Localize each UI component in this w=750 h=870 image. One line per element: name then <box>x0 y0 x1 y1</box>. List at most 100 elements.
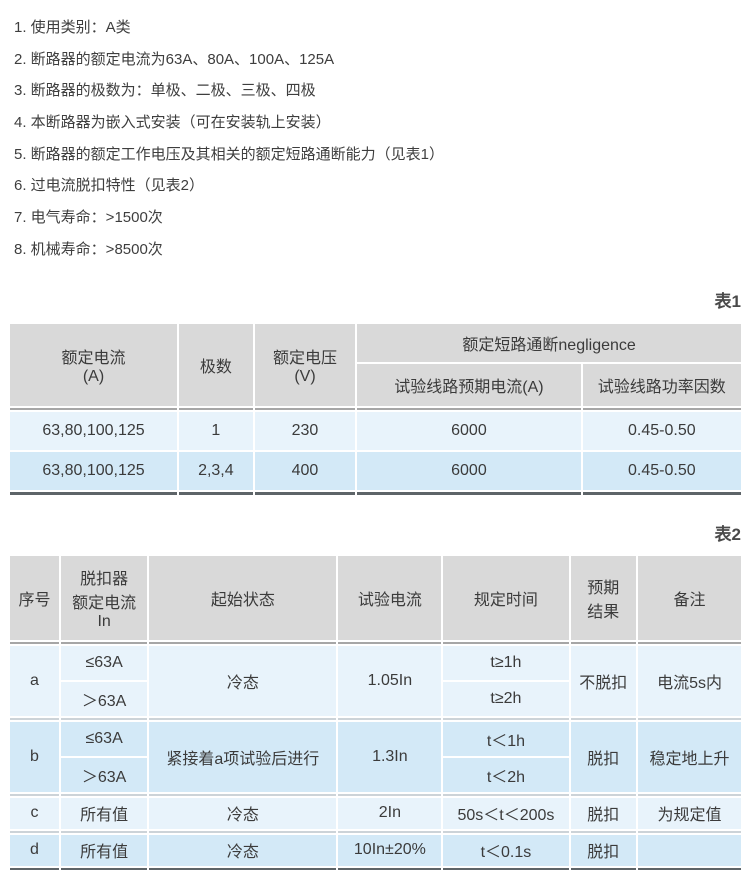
table1-rated-voltage-breaking-capacity: 额定电流 (A) 极数 额定电压 (V) 额定短路通断negligence 试验… <box>8 322 743 497</box>
divider-segment <box>149 717 337 720</box>
t2-b-time2: t＜2h <box>443 757 569 792</box>
divider-segment <box>254 491 356 495</box>
t2-header-test-current: 试验电流 <box>338 555 442 640</box>
t1-header-power-factor: 试验线路功率因数 <box>582 363 741 406</box>
t2-d-start-state: 冷态 <box>149 834 337 866</box>
divider-segment <box>179 407 253 410</box>
divider-segment <box>60 717 148 720</box>
spec-list-item-4: 4. 本断路器为嵌入式安装（可在安装轨上安装） <box>14 114 331 132</box>
divider-segment <box>582 407 741 410</box>
divider-segment <box>60 830 148 833</box>
spec-list-item-3: 3. 断路器的极数为：单极、二极、三极、四极 <box>14 82 316 100</box>
divider-segment <box>443 793 569 796</box>
t1-row-multipole: 63,80,100,125 2,3,4 400 6000 0.45-0.50 <box>10 451 741 490</box>
t2-b-in-gt63: ＞63A <box>60 757 148 792</box>
t2-a-time1: t≥1h <box>443 645 569 680</box>
t2-d-note <box>638 834 741 866</box>
divider-segment <box>10 491 177 495</box>
t2-header-start-state: 起始状态 <box>149 555 337 640</box>
divider-segment <box>338 717 442 720</box>
t2-a-note: 电流5s内 <box>638 645 741 716</box>
divider-segment <box>570 641 637 644</box>
divider-segment <box>10 793 59 796</box>
t2-b-time1: t＜1h <box>443 721 569 756</box>
divider-segment <box>338 641 442 644</box>
t2-d-in: 所有值 <box>60 834 148 866</box>
divider-segment <box>60 793 148 796</box>
divider-segment <box>357 407 581 410</box>
spec-list-item-7: 7. 电气寿命：>1500次 <box>14 209 163 227</box>
t2-b-note: 稳定地上升 <box>638 721 741 792</box>
table1-label: 表1 <box>714 291 741 311</box>
divider-segment <box>10 641 59 644</box>
spec-list-item-2: 2. 断路器的额定电流为63A、80A、100A、125A <box>14 50 335 68</box>
t2-d-test-current: 10In±20% <box>338 834 442 866</box>
divider-segment <box>10 717 59 720</box>
t2-b-result: 脱扣 <box>570 721 637 792</box>
divider-segment <box>254 407 356 410</box>
divider-segment <box>443 867 569 870</box>
t2-d-seq: d <box>10 834 59 866</box>
t1-r2-test-current: 6000 <box>357 451 581 490</box>
t2-c-result: 脱扣 <box>570 797 637 829</box>
t2-b-in-le63: ≤63A <box>60 721 148 756</box>
t1-r1-power-factor: 0.45-0.50 <box>582 411 741 450</box>
t2-a-time2: t≥2h <box>443 681 569 716</box>
divider-segment <box>570 793 637 796</box>
t2-group-divider <box>10 830 741 833</box>
divider-segment <box>638 793 741 796</box>
t2-header-specified-time: 规定时间 <box>443 555 569 640</box>
divider-segment <box>357 491 581 495</box>
t1-row-1pole: 63,80,100,125 1 230 6000 0.45-0.50 <box>10 411 741 450</box>
divider-segment <box>149 793 337 796</box>
t1-header-rated-voltage: 额定电压 (V) <box>254 323 356 406</box>
t2-bottom-border <box>10 867 741 870</box>
t2-c-seq: c <box>10 797 59 829</box>
t1-r1-poles: 1 <box>179 411 253 450</box>
divider-segment <box>10 830 59 833</box>
t2-row-b2: ＞63A t＜2h <box>10 757 741 792</box>
divider-segment <box>638 830 741 833</box>
t2-b-test-current: 1.3In <box>338 721 442 792</box>
t2-header-divider <box>10 641 741 644</box>
t1-header-divider <box>10 407 741 410</box>
t2-a-start-state: 冷态 <box>149 645 337 716</box>
divider-segment <box>149 641 337 644</box>
t1-header-poles: 极数 <box>179 323 253 406</box>
t2-group-divider <box>10 717 741 720</box>
spec-list: 1. 使用类别：A类 2. 断路器的额定电流为63A、80A、100A、125A… <box>14 12 743 266</box>
t2-a-test-current: 1.05In <box>338 645 442 716</box>
divider-segment <box>149 830 337 833</box>
divider-segment <box>570 867 637 870</box>
divider-segment <box>338 830 442 833</box>
t1-r2-voltage: 400 <box>254 451 356 490</box>
divider-segment <box>582 491 741 495</box>
divider-segment <box>338 793 442 796</box>
divider-segment <box>149 867 337 870</box>
divider-segment <box>60 867 148 870</box>
t1-bottom-border <box>10 491 741 495</box>
t2-row-b1: b ≤63A 紧接着a项试验后进行 1.3In t＜1h 脱扣 稳定地上升 <box>10 721 741 792</box>
t2-b-seq: b <box>10 721 59 792</box>
t2-row-c: c 所有值 冷态 2In 50s＜t＜200s 脱扣 为规定值 <box>10 797 741 829</box>
t2-header-trip-rated-current: 脱扣器 额定电流 In <box>60 555 148 640</box>
t2-row-a2: ＞63A t≥2h <box>10 681 741 716</box>
t2-c-note: 为规定值 <box>638 797 741 829</box>
t2-c-test-current: 2In <box>338 797 442 829</box>
t2-header-seq: 序号 <box>10 555 59 640</box>
t2-c-time: 50s＜t＜200s <box>443 797 569 829</box>
divider-segment <box>10 867 59 870</box>
spec-list-item-6: 6. 过电流脱扣特性（见表2） <box>14 177 205 195</box>
table2-overcurrent-trip-characteristics: 序号 脱扣器 额定电流 In 起始状态 试验电流 规定时间 预期 结果 备注 a… <box>8 554 743 870</box>
t2-header-expected-result: 预期 结果 <box>570 555 637 640</box>
t1-header-breaking-capacity: 额定短路通断negligence <box>357 323 741 362</box>
t2-d-time: t＜0.1s <box>443 834 569 866</box>
t2-row-a1: a ≤63A 冷态 1.05In t≥1h 不脱扣 电流5s内 <box>10 645 741 716</box>
divider-segment <box>10 407 177 410</box>
t1-r2-poles: 2,3,4 <box>179 451 253 490</box>
t2-b-start-state: 紧接着a项试验后进行 <box>149 721 337 792</box>
spec-list-item-8: 8. 机械寿命：>8500次 <box>14 240 163 258</box>
divider-segment <box>443 641 569 644</box>
t1-r1-voltage: 230 <box>254 411 356 450</box>
